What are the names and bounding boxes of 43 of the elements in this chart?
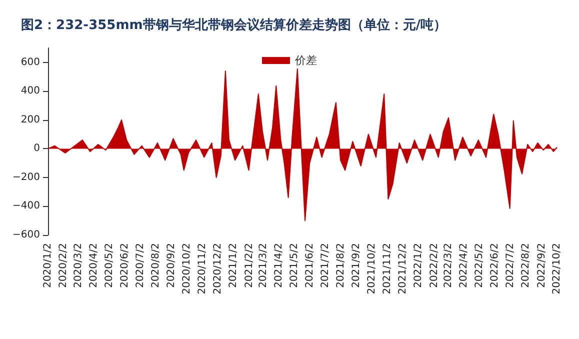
x-tick-label: 2022/4/2 <box>458 243 470 288</box>
x-tick-label: 2021/1/2 <box>228 243 240 288</box>
x-tick-label: 2022/7/2 <box>504 243 516 288</box>
x-tick-label: 2022/3/2 <box>443 243 454 288</box>
x-tick-label: 2020/7/2 <box>134 243 146 288</box>
x-tick-label: 2021/9/2 <box>351 243 362 288</box>
x-tick-label: 2021/10/2 <box>366 243 378 294</box>
x-tick-label: 2022/9/2 <box>536 243 548 288</box>
x-tick-label: 2020/8/2 <box>150 243 162 288</box>
x-tick-label: 2020/2/2 <box>58 243 70 288</box>
x-tick-label: 2020/10/2 <box>181 243 192 294</box>
y-tick-label: 400 <box>20 86 40 97</box>
y-tick-label: 600 <box>20 56 40 68</box>
y-tick-label: −600 <box>12 230 40 240</box>
x-tick-label: 2021/2/2 <box>244 243 255 288</box>
x-tick-label: 2020/3/2 <box>72 243 84 288</box>
x-tick-label: 2021/3/2 <box>258 243 269 288</box>
x-tick-label: 2020/1/2 <box>42 243 54 288</box>
chart-title: 图2：232-355mm带钢与华北带钢会议结算价差走势图（单位：元/吨） <box>21 17 447 33</box>
x-tick-label: 2021/11/2 <box>382 243 394 294</box>
x-tick-label: 2020/11/2 <box>197 243 208 294</box>
x-tick-label: 2021/7/2 <box>320 243 331 288</box>
x-tick-label: 2022/6/2 <box>490 243 501 288</box>
x-tick-label: 2021/5/2 <box>288 243 300 288</box>
x-tick-label: 2022/5/2 <box>474 243 485 288</box>
x-tick-label: 2021/6/2 <box>304 243 316 288</box>
y-tick-label: 200 <box>20 114 40 126</box>
x-tick-label: 2022/10/2 <box>552 243 562 294</box>
x-tick-label: 2022/2/2 <box>428 243 440 288</box>
x-tick-label: 2022/1/2 <box>413 243 424 288</box>
x-tick-label: 2020/6/2 <box>120 243 131 288</box>
x-tick-label: 2020/5/2 <box>104 243 115 288</box>
y-tick-label: −400 <box>12 200 40 212</box>
x-tick-label: 2021/12/2 <box>397 243 408 294</box>
legend-label: 价差 <box>294 54 317 67</box>
x-tick-label: 2020/4/2 <box>88 243 100 288</box>
y-tick-label: 0 <box>34 143 40 154</box>
y-tick-label: −200 <box>12 172 40 183</box>
x-tick-label: 2022/8/2 <box>520 243 532 288</box>
x-tick-label: 2020/9/2 <box>166 243 178 288</box>
x-tick-label: 2020/12/2 <box>212 243 224 294</box>
x-tick-label: 2021/4/2 <box>274 243 285 288</box>
x-tick-label: 2021/8/2 <box>336 243 347 288</box>
